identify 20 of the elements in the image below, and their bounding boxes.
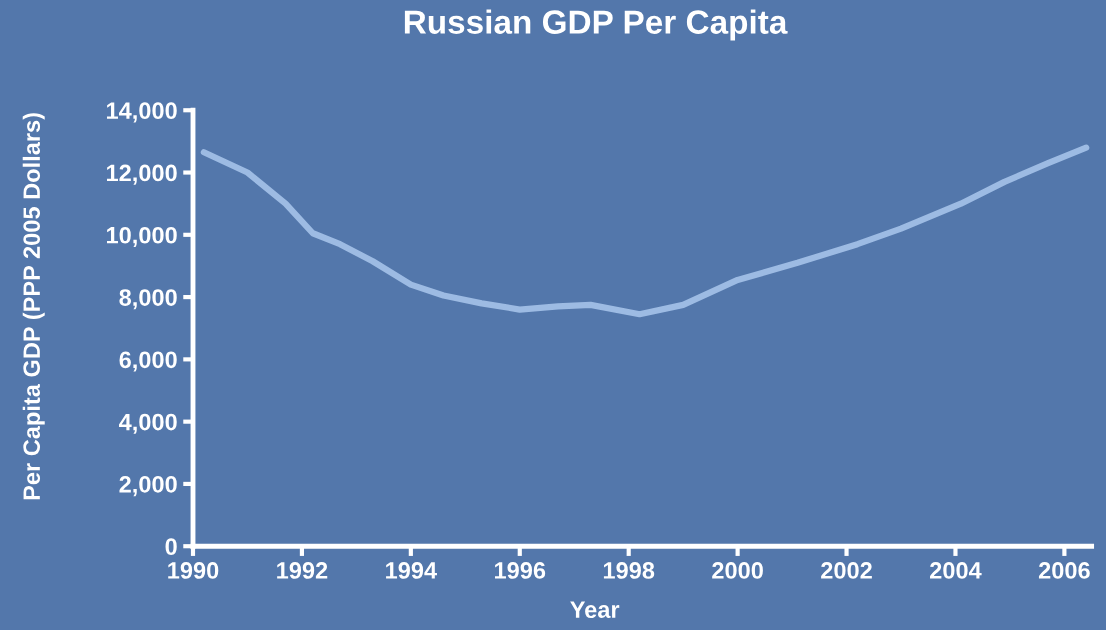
x-tick-label: 1996	[495, 562, 546, 579]
x-tick-label: 1990	[168, 562, 219, 579]
y-axis-title: Per Capita GDP (PPP 2005 Dollars)	[22, 113, 45, 500]
y-tick-label: 0	[165, 538, 177, 555]
y-tick-label: 12,000	[107, 164, 177, 185]
x-axis-title: Year	[570, 601, 620, 619]
x-tick-label: 2006	[1038, 562, 1090, 579]
x-tick-label: 1992	[277, 562, 328, 579]
y-tick-label: 4,000	[119, 413, 177, 434]
y-tick-label: 14,000	[107, 102, 177, 123]
x-tick-label: 2002	[821, 562, 872, 579]
y-tick-label: 8,000	[119, 289, 177, 310]
y-tick-label: 2,000	[119, 476, 177, 497]
y-tick-label: 10,000	[107, 226, 177, 248]
x-tick-label: 2004	[930, 562, 982, 579]
x-tick-label: 2000	[712, 562, 763, 579]
y-tick-label: 6,000	[119, 351, 177, 372]
x-tick-label: 1998	[603, 562, 655, 579]
x-tick-label: 1994	[386, 562, 437, 579]
chart-title: Russian GDP Per Capita	[404, 9, 788, 41]
